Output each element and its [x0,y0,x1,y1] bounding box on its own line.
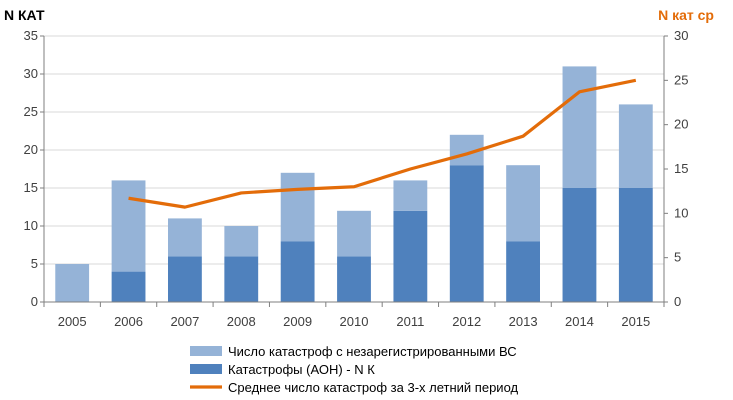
x-tick-label: 2011 [396,314,424,329]
bar-aon-2011 [393,210,428,302]
legend-swatch [190,364,222,374]
y-left-tick-label: 0 [31,294,38,309]
bar-aon-2014 [562,188,597,302]
bar-aon-2012 [449,165,484,302]
x-tick-label: 2015 [621,314,650,329]
bar-aon-2006 [111,271,146,302]
y-left-tick-label: 15 [24,180,38,195]
y-right-tick-label: 25 [674,72,688,87]
y-axis-left-label: N КАТ [4,7,45,23]
x-tick-label: 2006 [114,314,143,329]
x-tick-label: 2005 [58,314,87,329]
bar-unregistered-2009 [280,172,315,242]
average-line [128,78,637,209]
x-tick-label: 2014 [565,314,594,329]
bar-aon-2008 [224,256,259,302]
y-left-tick-label: 5 [31,256,38,271]
bar-aon-2015 [618,188,653,302]
average-line-path [128,78,637,209]
y-axis-right-label: N кат ср [658,7,714,23]
bar-unregistered-2008 [224,226,259,257]
y-axis-left-ticks: 0 5 10 15 20 25 30 35 [24,28,38,309]
x-tick-label: 2008 [227,314,256,329]
bar-unregistered-2007 [168,218,202,257]
y-right-tick-label: 10 [674,205,688,220]
y-left-tick-label: 25 [24,104,38,119]
bar-unregistered-2014 [562,66,597,188]
bar-aon-2007 [168,256,202,302]
y-right-tick-label: 5 [674,250,681,265]
y-right-tick-label: 0 [674,294,681,309]
x-tick-label: 2012 [452,314,481,329]
y-axis-right-ticks: 0 5 10 15 20 25 30 [674,28,688,309]
legend-label: Катастрофы (АОН) - N К [228,362,375,377]
bar-unregistered-2015 [618,104,653,188]
legend-label: Среднее число катастроф за 3-х летний пе… [228,380,519,395]
x-tick-label: 2010 [340,314,369,329]
y-right-tick-label: 30 [674,28,688,43]
legend: Число катастроф с незарегистрированными … [190,344,519,395]
bar-aon-2010 [337,256,371,302]
y-left-tick-label: 20 [24,142,38,157]
y-left-tick-label: 35 [24,28,38,43]
x-tick-label: 2007 [170,314,199,329]
x-tick-label: 2013 [509,314,538,329]
bar-unregistered-2005 [55,264,90,302]
bars [55,66,653,302]
bar-aon-2009 [280,241,315,302]
legend-swatch [190,346,222,356]
x-tick-label: 2009 [283,314,312,329]
axes [40,35,668,307]
y-left-tick-label: 30 [24,66,38,81]
bar-unregistered-2006 [111,180,146,272]
y-right-tick-label: 20 [674,117,688,132]
bar-aon-2013 [506,241,540,302]
legend-label: Число катастроф с незарегистрированными … [228,344,517,359]
y-right-tick-label: 15 [674,161,688,176]
bar-unregistered-2010 [337,210,371,257]
bar-unregistered-2011 [393,180,428,211]
x-axis-ticks: 2005 2006 2007 2008 2009 2010 2011 2012 2013 2014… [58,314,651,329]
bar-unregistered-2013 [506,165,540,242]
y-left-tick-label: 10 [24,218,38,233]
